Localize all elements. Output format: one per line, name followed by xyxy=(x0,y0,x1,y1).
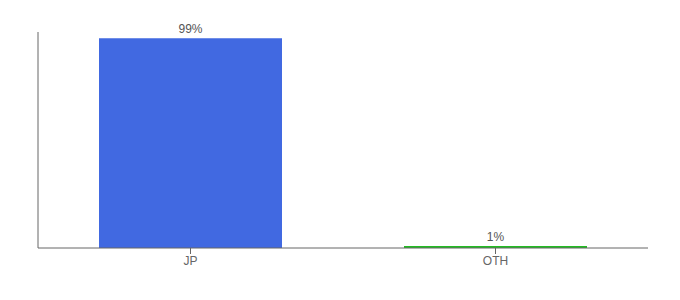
svg-text:OTH: OTH xyxy=(483,254,508,268)
svg-text:99%: 99% xyxy=(178,22,202,36)
svg-text:1%: 1% xyxy=(487,230,505,244)
svg-text:JP: JP xyxy=(183,254,197,268)
